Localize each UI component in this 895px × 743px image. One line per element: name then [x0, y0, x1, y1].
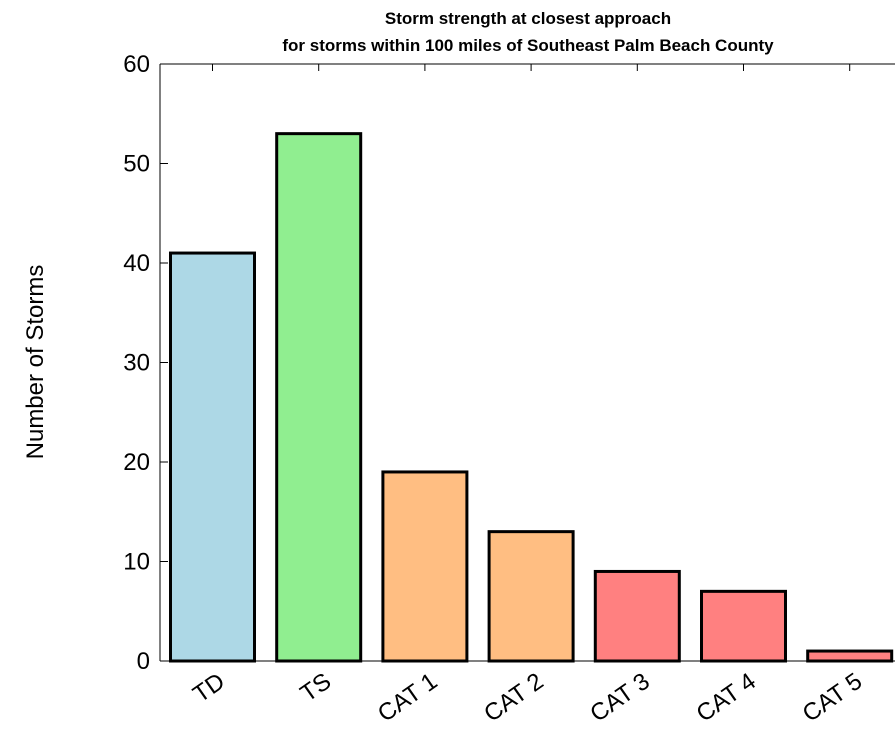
y-tick-label: 20 — [123, 449, 150, 476]
x-tick-label: CAT 4 — [692, 668, 761, 728]
y-tick-label: 50 — [123, 151, 150, 178]
bar-cat-3 — [593, 569, 681, 663]
y-axis-label: Number of Storms — [22, 265, 49, 460]
x-tick-label: CAT 1 — [373, 668, 442, 728]
x-tick-label: CAT 3 — [585, 668, 654, 728]
chart-title: Storm strength at closest approach — [385, 9, 671, 28]
bar-cat-1 — [381, 470, 469, 663]
y-tick-label: 0 — [137, 648, 150, 675]
y-tick-label: 60 — [123, 51, 150, 78]
bar-td — [169, 251, 256, 663]
bar-cat-2 — [487, 530, 575, 663]
y-tick-label: 40 — [123, 250, 150, 277]
x-tick-label: TS — [296, 668, 337, 708]
chart-subtitle: for storms within 100 miles of Southeast… — [282, 36, 774, 55]
x-tick-label: TD — [188, 668, 230, 708]
bar-ts — [275, 132, 363, 663]
x-tick-label: CAT 5 — [798, 668, 867, 728]
bar-cat-4 — [700, 589, 787, 663]
y-tick-label: 10 — [123, 549, 150, 576]
plot-area: 0 10 20 30 40 50 60 TD TS CAT 1 CAT 2 CAT 3 CAT 4 CAT… — [123, 51, 895, 728]
x-tick-label: CAT 2 — [479, 668, 548, 728]
bar-cat-5 — [806, 649, 894, 663]
y-tick-label: 30 — [123, 350, 150, 377]
